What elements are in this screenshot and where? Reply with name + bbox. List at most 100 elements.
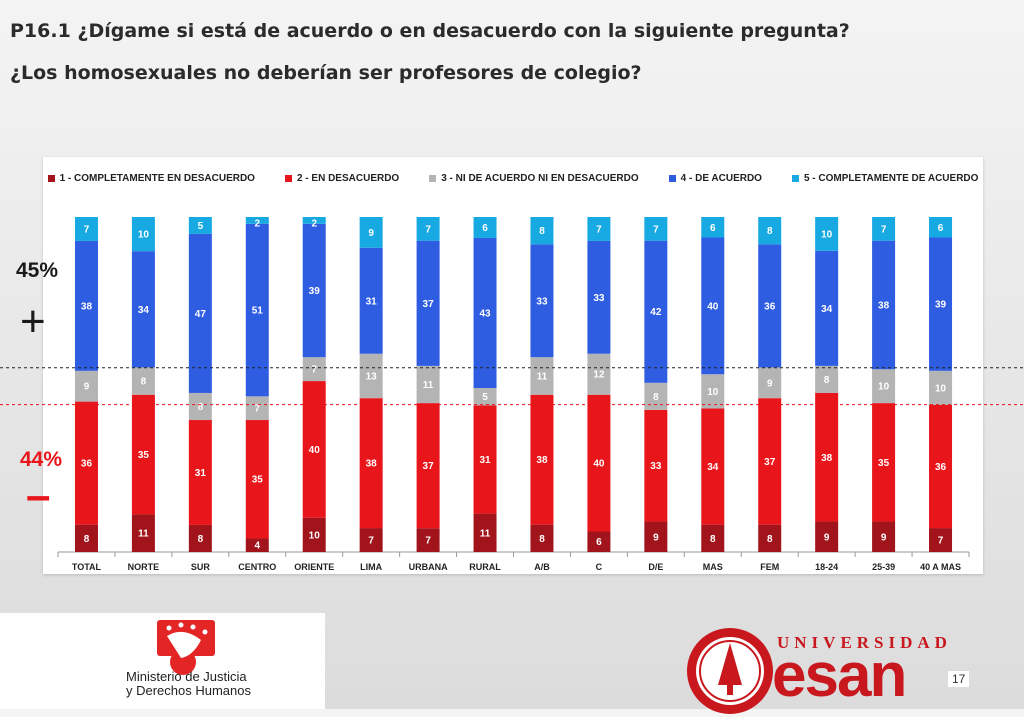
bar-segment-a-b-s2	[530, 394, 554, 525]
bar-segment-urbana-s2	[416, 403, 440, 529]
legend-label-5: 5 - COMPLETAMENTE DE ACUERDO	[803, 172, 979, 184]
data-label: 9	[881, 532, 887, 543]
data-label: 5	[482, 392, 488, 403]
bar-segment-c-s4	[587, 240, 611, 354]
bar-segment-fem-s3	[758, 367, 782, 399]
page-number: 17	[948, 671, 970, 687]
bar-segment-lima-s1	[359, 528, 383, 552]
data-label: 34	[821, 304, 833, 315]
bar-segment-25-39-s3	[872, 369, 896, 404]
data-label: 7	[84, 224, 90, 235]
bar-segment-d-e-s1	[644, 521, 668, 552]
data-label: 8	[141, 377, 147, 388]
bar-segment-40-a-mas-s3	[929, 370, 953, 406]
plus-sign: +	[20, 297, 46, 346]
bar-segment-c-s2	[587, 394, 611, 532]
data-label: 7	[881, 224, 887, 235]
page-title-line-2: ¿Los homosexuales no deberían ser profes…	[10, 62, 642, 84]
x-tick-label: RURAL	[469, 562, 501, 572]
bar-segment-urbana-s4	[416, 240, 440, 366]
x-tick-label: CENTRO	[238, 562, 276, 572]
bar-segment-mas-s4	[701, 237, 725, 375]
bar-segment-mas-s2	[701, 408, 725, 525]
x-tick-label: FEM	[760, 562, 779, 572]
bar-segment-25-39-s1	[872, 521, 896, 552]
data-label: 8	[198, 402, 204, 413]
data-label: 11	[480, 528, 491, 539]
legend-item-5: 5 - COMPLETAMENTE DE ACUERDO	[791, 172, 979, 184]
data-label: 8	[710, 534, 716, 545]
data-label: 6	[596, 537, 602, 548]
x-tick-label: MAS	[703, 562, 723, 572]
bar-segment-total-s5	[74, 217, 98, 241]
data-label: 2	[311, 219, 317, 230]
bar-segment-norte-s3	[131, 367, 155, 395]
data-label: 31	[479, 455, 491, 466]
data-label: 7	[938, 536, 944, 547]
data-label: 10	[878, 382, 890, 393]
bar-segment-18-24-s4	[815, 250, 839, 366]
bar-segment-oriente-s3	[302, 357, 326, 382]
bar-segment-18-24-s1	[815, 521, 839, 552]
data-label: 8	[767, 226, 773, 237]
disagree-total-label: 44%	[20, 448, 63, 471]
data-label: 6	[482, 223, 488, 234]
data-label: 2	[255, 219, 261, 230]
data-label: 13	[366, 371, 378, 382]
data-label: 36	[935, 462, 947, 473]
bar-segment-mas-s3	[701, 374, 725, 409]
bar-segment-total-s2	[74, 401, 98, 525]
data-label: 11	[537, 371, 548, 382]
data-label: 36	[81, 459, 93, 470]
data-label: 8	[198, 534, 204, 545]
data-label: 10	[309, 530, 321, 541]
bar-segment-fem-s5	[758, 217, 782, 245]
data-label: 39	[309, 286, 321, 297]
data-label: 47	[195, 309, 207, 320]
bar-segment-lima-s2	[359, 398, 383, 529]
bar-segment-norte-s5	[131, 217, 155, 252]
data-label: 51	[252, 306, 264, 317]
legend-swatch-3	[429, 174, 437, 182]
data-label: 35	[138, 450, 150, 461]
bar-segment-sur-s5	[188, 217, 212, 234]
data-label: 11	[138, 529, 149, 540]
data-label: 8	[767, 534, 773, 545]
data-label: 9	[824, 532, 830, 543]
x-tick-label: C	[596, 562, 603, 572]
bar-segment-mas-s5	[701, 217, 725, 238]
data-label: 7	[425, 536, 431, 547]
legend-item-3: 3 - NI DE ACUERDO NI EN DESACUERDO	[429, 173, 639, 184]
bar-segment-oriente-s2	[302, 381, 326, 518]
legend-swatch-4	[668, 174, 676, 182]
bar-segment-fem-s2	[758, 398, 782, 525]
data-label: 8	[539, 226, 545, 237]
data-label: 8	[653, 392, 659, 403]
bar-segment-total-s1	[74, 524, 98, 552]
legend-item-4: 4 - DE ACUERDO	[668, 173, 762, 184]
data-label: 12	[593, 370, 605, 381]
data-label: 10	[935, 383, 947, 394]
bar-segment-urbana-s3	[416, 365, 440, 404]
data-label: 31	[195, 468, 207, 479]
data-label: 7	[311, 365, 317, 376]
data-label: 40	[309, 445, 321, 456]
data-label: 38	[366, 459, 378, 470]
data-label: 37	[423, 461, 435, 472]
data-label: 36	[764, 301, 776, 312]
ministry-name-line-2: y Derechos Humanos	[126, 683, 251, 698]
x-tick-label: 25-39	[872, 562, 895, 572]
data-label: 43	[479, 308, 491, 319]
data-label: 9	[653, 532, 659, 543]
data-label: 38	[878, 300, 890, 311]
bar-segment-oriente-s5	[302, 217, 326, 224]
legend-swatch-1	[47, 174, 55, 182]
x-tick-label: ORIENTE	[294, 562, 334, 572]
data-label: 7	[255, 404, 261, 415]
data-label: 7	[596, 224, 602, 235]
data-label: 7	[653, 224, 659, 235]
bar-segment-a-b-s5	[530, 217, 554, 245]
data-label: 34	[707, 462, 719, 473]
data-label: 11	[423, 380, 434, 391]
bar-segment-centro-s3	[245, 396, 269, 421]
